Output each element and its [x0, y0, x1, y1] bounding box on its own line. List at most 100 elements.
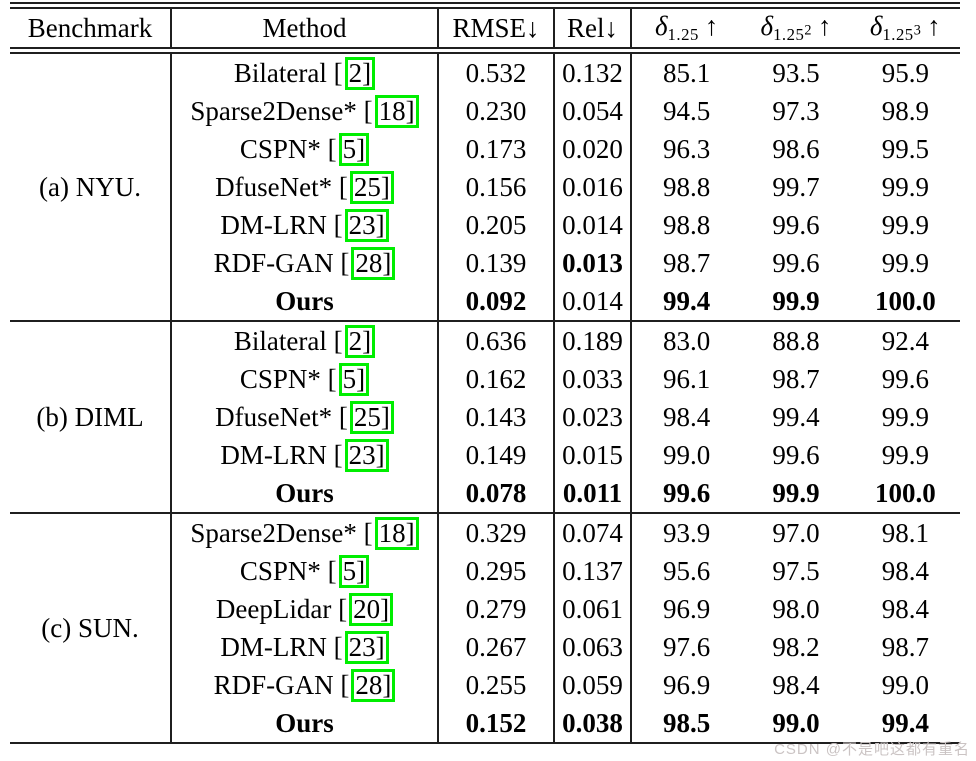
- delta-1.25sq-value: 99.6: [772, 439, 820, 470]
- delta-1.25sq-value: 99.7: [772, 171, 820, 202]
- rel-value: 0.061: [555, 590, 632, 628]
- rmse-value: 0.329: [439, 514, 555, 552]
- method-cell: DM-LRN [23]: [172, 436, 439, 474]
- delta-1.25-value: 96.9: [663, 593, 711, 624]
- method-cell: Bilateral [2]: [172, 322, 439, 360]
- citation-link[interactable]: 2]: [344, 56, 376, 90]
- rel-value: 0.059: [555, 666, 632, 704]
- rel-value: 0.054: [555, 92, 632, 130]
- delta-1.25cu-value: 100.0: [874, 477, 936, 508]
- method-name: Bilateral [: [233, 57, 343, 88]
- citation-link[interactable]: 23]: [344, 208, 389, 242]
- method-name: Ours: [275, 285, 334, 316]
- delta-1.25cu-value: 99.9: [881, 401, 929, 432]
- delta-values: 99.6 99.9 100.0: [632, 474, 960, 512]
- delta-1.25-value: 98.7: [663, 247, 711, 278]
- citation-link[interactable]: 5]: [338, 554, 370, 588]
- citation-link[interactable]: 25]: [349, 170, 394, 204]
- method-cell: Ours: [172, 474, 439, 512]
- top-double-rule: [10, 2, 960, 9]
- method-cell: DfuseNet* [25]: [172, 398, 439, 436]
- section-divider: [10, 512, 960, 514]
- method-cell: Bilateral [2]: [172, 54, 439, 92]
- method-cell: CSPN* [5]: [172, 130, 439, 168]
- table-row: RDF-GAN [28] 0.139 0.013 98.7 99.6 99.9: [172, 244, 960, 282]
- method-cell: DM-LRN [23]: [172, 628, 439, 666]
- citation-link[interactable]: 23]: [344, 630, 389, 664]
- benchmark-label: (c) SUN.: [10, 514, 172, 742]
- citation-link[interactable]: 18]: [374, 94, 419, 128]
- citation-link[interactable]: 25]: [349, 400, 394, 434]
- watermark: CSDN @不是吧这都有重名: [774, 741, 970, 758]
- delta-subscript: 1.25: [882, 24, 914, 44]
- citation-link[interactable]: 28]: [351, 668, 396, 702]
- results-table: Benchmark Method RMSE↓ Rel↓ δ1.25 ↑ δ1.25…: [10, 2, 960, 744]
- citation-link[interactable]: 18]: [374, 516, 419, 550]
- section-divider: [10, 320, 960, 322]
- rmse-value: 0.156: [439, 168, 555, 206]
- delta-1.25sq-value: 99.6: [772, 209, 820, 240]
- method-cell: Sparse2Dense* [18]: [172, 92, 439, 130]
- method-cell: Sparse2Dense* [18]: [172, 514, 439, 552]
- delta-1.25cu-value: 92.4: [881, 325, 929, 356]
- rel-value: 0.016: [555, 168, 632, 206]
- rmse-value: 0.532: [439, 54, 555, 92]
- delta-1.25sq-value: 98.7: [772, 363, 820, 394]
- citation-link[interactable]: 23]: [344, 438, 389, 472]
- delta-1.25sq-value: 88.8: [772, 325, 820, 356]
- delta-1.25-value: 98.8: [663, 209, 711, 240]
- table-row: DeepLidar [20] 0.279 0.061 96.9 98.0 98.4: [172, 590, 960, 628]
- citation-link[interactable]: 20]: [349, 592, 394, 626]
- method-cell: RDF-GAN [28]: [172, 666, 439, 704]
- delta-values: 98.8 99.7 99.9: [632, 168, 960, 206]
- delta-symbol: δ: [869, 11, 883, 42]
- rel-value: 0.015: [555, 436, 632, 474]
- col-header-rmse: RMSE↓: [439, 9, 555, 47]
- table-row: DM-LRN [23] 0.267 0.063 97.6 98.2 98.7: [172, 628, 960, 666]
- citation-link[interactable]: 5]: [338, 132, 370, 166]
- citation-link[interactable]: 5]: [338, 362, 370, 396]
- delta-values: 98.4 99.4 99.9: [632, 398, 960, 436]
- delta-1.25cu-value: 99.6: [881, 363, 929, 394]
- table-row: Bilateral [2] 0.532 0.132 85.1 93.5 95.9: [172, 54, 960, 92]
- delta-1.25-value: 85.1: [663, 57, 711, 88]
- delta-1.25cu-value: 98.4: [881, 593, 929, 624]
- rmse-value: 0.139: [439, 244, 555, 282]
- rmse-value: 0.152: [439, 704, 555, 742]
- delta-values: 99.4 99.9 100.0: [632, 282, 960, 320]
- citation-link[interactable]: 2]: [344, 324, 376, 358]
- table-row: DM-LRN [23] 0.205 0.014 98.8 99.6 99.9: [172, 206, 960, 244]
- delta-1.25sq-value: 93.5: [772, 57, 820, 88]
- rel-value: 0.011: [555, 474, 632, 512]
- table-row: RDF-GAN [28] 0.255 0.059 96.9 98.4 99.0: [172, 666, 960, 704]
- delta-1.25sq-value: 99.0: [772, 707, 820, 738]
- delta-values: 85.1 93.5 95.9: [632, 54, 960, 92]
- rel-value: 0.132: [555, 54, 632, 92]
- delta-subscript: 1.25: [773, 24, 805, 44]
- rel-value: 0.014: [555, 206, 632, 244]
- col-header-delta-1.25sq: δ1.252 ↑: [741, 11, 850, 45]
- rel-value: 0.023: [555, 398, 632, 436]
- col-header-rel: Rel↓: [555, 9, 632, 47]
- delta-1.25cu-value: 98.1: [881, 517, 929, 548]
- table-row: DfuseNet* [25] 0.143 0.023 98.4 99.4 99.9: [172, 398, 960, 436]
- rel-value: 0.020: [555, 130, 632, 168]
- delta-values: 96.9 98.4 99.0: [632, 666, 960, 704]
- delta-values: 96.1 98.7 99.6: [632, 360, 960, 398]
- delta-values: 95.6 97.5 98.4: [632, 552, 960, 590]
- rel-value: 0.074: [555, 514, 632, 552]
- table-row: Sparse2Dense* [18] 0.329 0.074 93.9 97.0 9…: [172, 514, 960, 552]
- delta-1.25sq-value: 98.6: [772, 133, 820, 164]
- rmse-value: 0.149: [439, 436, 555, 474]
- delta-1.25-value: 95.6: [663, 555, 711, 586]
- method-name: DM-LRN [: [220, 439, 343, 470]
- method-cell: CSPN* [5]: [172, 552, 439, 590]
- delta-1.25cu-value: 99.9: [881, 209, 929, 240]
- delta-1.25cu-value: 98.9: [881, 95, 929, 126]
- delta-1.25-value: 96.1: [663, 363, 711, 394]
- delta-1.25cu-value: 95.9: [881, 57, 929, 88]
- delta-values: 97.6 98.2 98.7: [632, 628, 960, 666]
- citation-link[interactable]: 28]: [351, 246, 396, 280]
- delta-1.25sq-value: 97.5: [772, 555, 820, 586]
- table-row: Bilateral [2] 0.636 0.189 83.0 88.8 92.4: [172, 322, 960, 360]
